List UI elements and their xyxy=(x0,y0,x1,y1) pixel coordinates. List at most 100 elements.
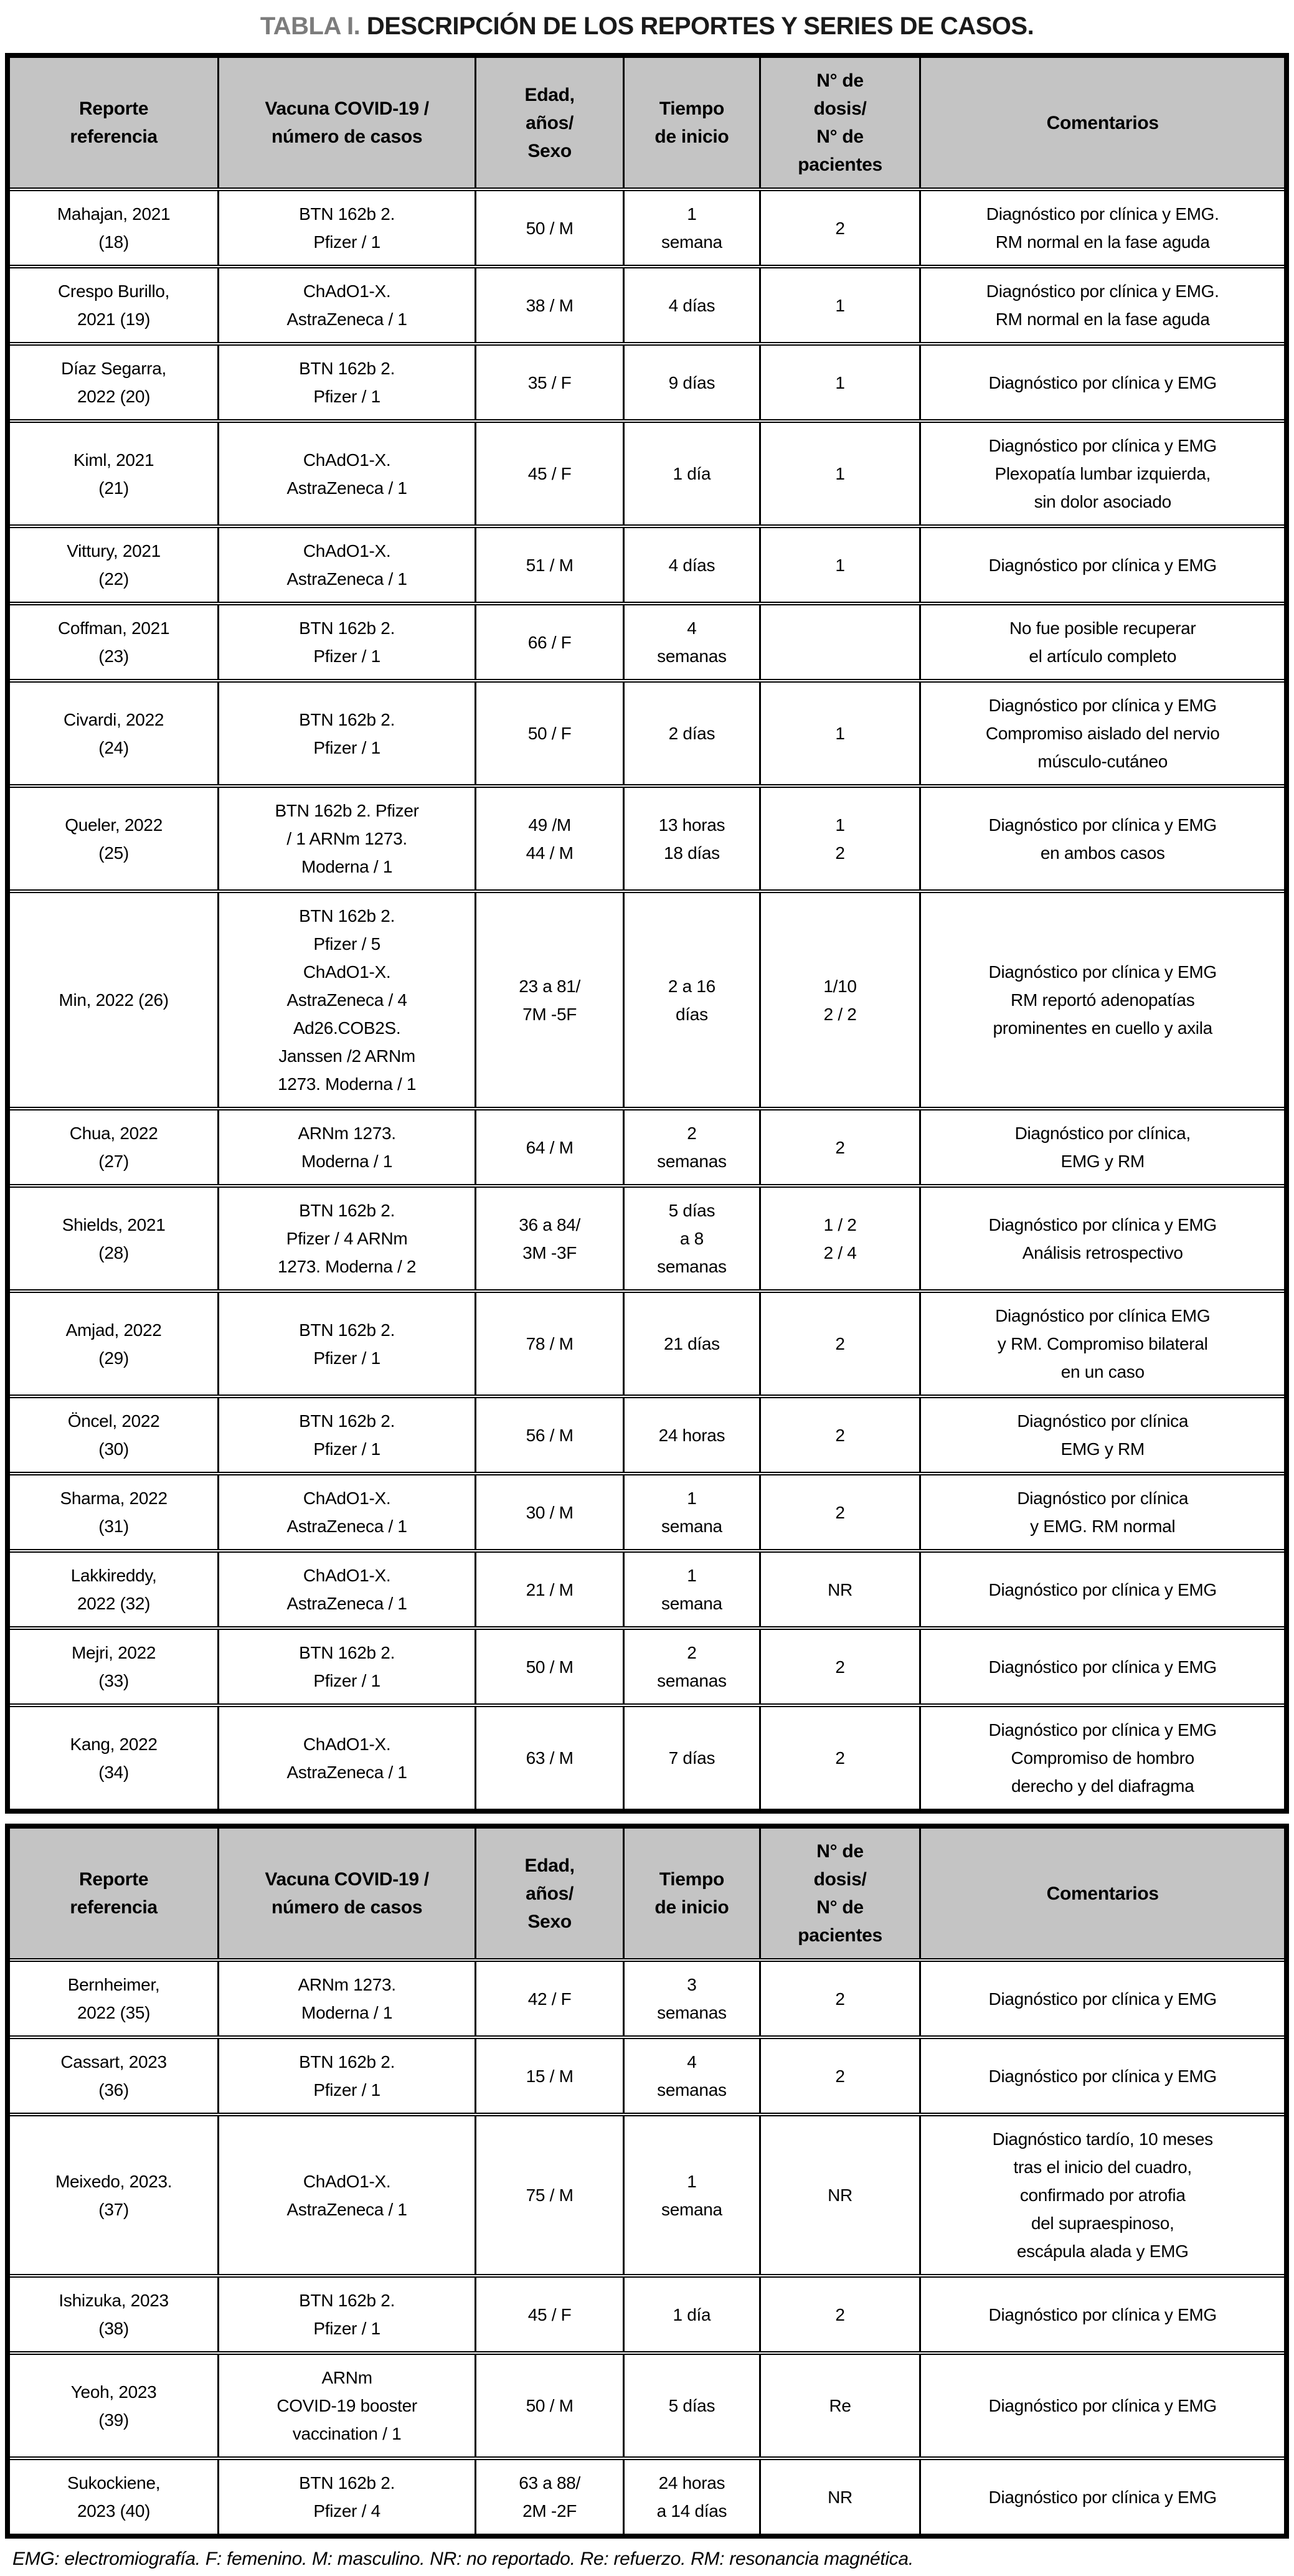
cell: 23 a 81/ 7M -5F xyxy=(475,889,625,1110)
table-row: Civardi, 2022 (24) BTN 162b 2. Pfizer / 1… xyxy=(6,679,1288,788)
cell: 2 xyxy=(758,187,922,268)
cell: Crespo Burillo, 2021 (19) xyxy=(6,265,220,346)
cell: Diagnóstico por clínica y EMG Plexopatía… xyxy=(919,419,1288,528)
cell: 2 xyxy=(758,1395,922,1475)
cell: Meixedo, 2023. (37) xyxy=(6,2113,220,2278)
report-table-part-2: Reporte referencia Vacuna COVID-19 / núme… xyxy=(5,1824,1289,2539)
table-row: Kang, 2022 (34) ChAdO1-X. AstraZeneca / 1… xyxy=(6,1703,1288,1813)
cell: Diagnóstico por clínica y EMG Análisis r… xyxy=(919,1184,1288,1293)
cell: 24 horas xyxy=(623,1395,761,1475)
cell: ARNm 1273. Moderna / 1 xyxy=(217,1107,477,1188)
cell: Mahajan, 2021 (18) xyxy=(6,187,220,268)
cell: 2 xyxy=(758,2274,922,2355)
cell: 45 / F xyxy=(475,419,625,528)
cell: 1 día xyxy=(623,419,761,528)
column-header: Tiempo de inicio xyxy=(623,1824,761,1962)
cell: Lakkireddy, 2022 (32) xyxy=(6,1549,220,1630)
cell: BTN 162b 2. Pfizer / 1 xyxy=(217,679,477,788)
cell: Queler, 2022 (25) xyxy=(6,784,220,893)
column-header: Comentarios xyxy=(919,54,1288,191)
table-row: Öncel, 2022 (30) BTN 162b 2. Pfizer / 1 56… xyxy=(6,1395,1288,1475)
cell: 21 / M xyxy=(475,1549,625,1630)
cell: BTN 162b 2. Pfizer / 1 ARNm 1273. Modern… xyxy=(217,784,477,893)
cell: BTN 162b 2. Pfizer / 4 xyxy=(217,2456,477,2538)
table-row: Sharma, 2022 (31) ChAdO1-X. AstraZeneca /… xyxy=(6,1472,1288,1553)
table-row: Bernheimer, 2022 (35) ARNm 1273. Moderna … xyxy=(6,1958,1288,2039)
cell: Mejri, 2022 (33) xyxy=(6,1626,220,1707)
cell: Diagnóstico por clínica y EMG xyxy=(919,1549,1288,1630)
cell: Diagnóstico por clínica y EMG RM reportó… xyxy=(919,889,1288,1110)
cell: BTN 162b 2. Pfizer / 1 xyxy=(217,187,477,268)
cell: 1 2 xyxy=(758,784,922,893)
cell: 1 xyxy=(758,265,922,346)
cell: Diagnóstico por clínica y EMG xyxy=(919,1626,1288,1707)
cell: Ishizuka, 2023 (38) xyxy=(6,2274,220,2355)
cell: 2 semanas xyxy=(623,1107,761,1188)
cell: BTN 162b 2. Pfizer / 4 ARNm 1273. Modern… xyxy=(217,1184,477,1293)
cell: 2 xyxy=(758,1472,922,1553)
cell: BTN 162b 2. Pfizer / 1 xyxy=(217,2274,477,2355)
column-header: Vacuna COVID-19 / número de casos xyxy=(217,54,477,191)
cell: BTN 162b 2. Pfizer / 1 xyxy=(217,342,477,423)
cell: ARNm COVID-19 booster vaccination / 1 xyxy=(217,2351,477,2460)
table-row: Amjad, 2022 (29) BTN 162b 2. Pfizer / 1 78… xyxy=(6,1289,1288,1398)
cell: 1 día xyxy=(623,2274,761,2355)
table-row: Yeoh, 2023 (39) ARNm COVID-19 booster vac… xyxy=(6,2351,1288,2460)
cell: BTN 162b 2. Pfizer / 1 xyxy=(217,2035,477,2116)
cell: Diagnóstico por clínica y EMG xyxy=(919,2035,1288,2116)
cell: Cassart, 2023 (36) xyxy=(6,2035,220,2116)
cell: ChAdO1-X. AstraZeneca / 1 xyxy=(217,1472,477,1553)
cell: Diagnóstico por clínica y EMG xyxy=(919,2456,1288,2538)
cell: 2 xyxy=(758,1958,922,2039)
cell: 15 / M xyxy=(475,2035,625,2116)
cell: 42 / F xyxy=(475,1958,625,2039)
cell: Diagnóstico por clínica y EMG en ambos c… xyxy=(919,784,1288,893)
cell: ARNm 1273. Moderna / 1 xyxy=(217,1958,477,2039)
table-row: Queler, 2022 (25) BTN 162b 2. Pfizer / 1 … xyxy=(6,784,1288,893)
cell: Re xyxy=(758,2351,922,2460)
cell: 2 xyxy=(758,1289,922,1398)
cell: Diagnóstico por clínica y EMG Compromiso… xyxy=(919,1703,1288,1813)
report-table-part-1: Reporte referencia Vacuna COVID-19 / núme… xyxy=(5,53,1289,1814)
cell: 1 semana xyxy=(623,1549,761,1630)
cell: BTN 162b 2. Pfizer / 1 xyxy=(217,1395,477,1475)
cell: 1 / 2 2 / 4 xyxy=(758,1184,922,1293)
cell: NR xyxy=(758,2456,922,2538)
cell: 13 horas 18 días xyxy=(623,784,761,893)
cell: BTN 162b 2. Pfizer / 5 ChAdO1-X. AstraZe… xyxy=(217,889,477,1110)
table-row: Crespo Burillo, 2021 (19) ChAdO1-X. Astra… xyxy=(6,265,1288,346)
table-row: Ishizuka, 2023 (38) BTN 162b 2. Pfizer / … xyxy=(6,2274,1288,2355)
cell: 51 / M xyxy=(475,524,625,605)
header-row: Reporte referencia Vacuna COVID-19 / núme… xyxy=(6,1824,1288,1962)
cell: 4 días xyxy=(623,265,761,346)
cell: Shields, 2021 (28) xyxy=(6,1184,220,1293)
table-title: TABLA I. DESCRIPCIÓN DE LOS REPORTES Y S… xyxy=(5,12,1289,40)
cell: Diagnóstico por clínica y EMG xyxy=(919,2351,1288,2460)
cell: Yeoh, 2023 (39) xyxy=(6,2351,220,2460)
cell: Diagnóstico por clínica y EMG xyxy=(919,342,1288,423)
cell: Sharma, 2022 (31) xyxy=(6,1472,220,1553)
cell: Amjad, 2022 (29) xyxy=(6,1289,220,1398)
cell: 35 / F xyxy=(475,342,625,423)
cell: 36 a 84/ 3M -3F xyxy=(475,1184,625,1293)
cell: ChAdO1-X. AstraZeneca / 1 xyxy=(217,2113,477,2278)
cell: Chua, 2022 (27) xyxy=(6,1107,220,1188)
table-row: Vittury, 2021 (22) ChAdO1-X. AstraZeneca … xyxy=(6,524,1288,605)
cell: 1 xyxy=(758,524,922,605)
cell: 7 días xyxy=(623,1703,761,1813)
table-caption: DESCRIPCIÓN DE LOS REPORTES Y SERIES DE … xyxy=(366,12,1034,40)
column-header: Edad, años/ Sexo xyxy=(475,1824,625,1962)
cell: 2 días xyxy=(623,679,761,788)
cell: Civardi, 2022 (24) xyxy=(6,679,220,788)
cell: 50 / M xyxy=(475,2351,625,2460)
column-header: Vacuna COVID-19 / número de casos xyxy=(217,1824,477,1962)
table-row: Mejri, 2022 (33) BTN 162b 2. Pfizer / 1 50… xyxy=(6,1626,1288,1707)
footnote: EMG: electromiografía. F: femenino. M: m… xyxy=(12,2549,914,2569)
cell: 45 / F xyxy=(475,2274,625,2355)
cell: 2 a 16 días xyxy=(623,889,761,1110)
cell: 50 / F xyxy=(475,679,625,788)
cell: 1 xyxy=(758,679,922,788)
column-header: Comentarios xyxy=(919,1824,1288,1962)
cell: 1 semana xyxy=(623,2113,761,2278)
